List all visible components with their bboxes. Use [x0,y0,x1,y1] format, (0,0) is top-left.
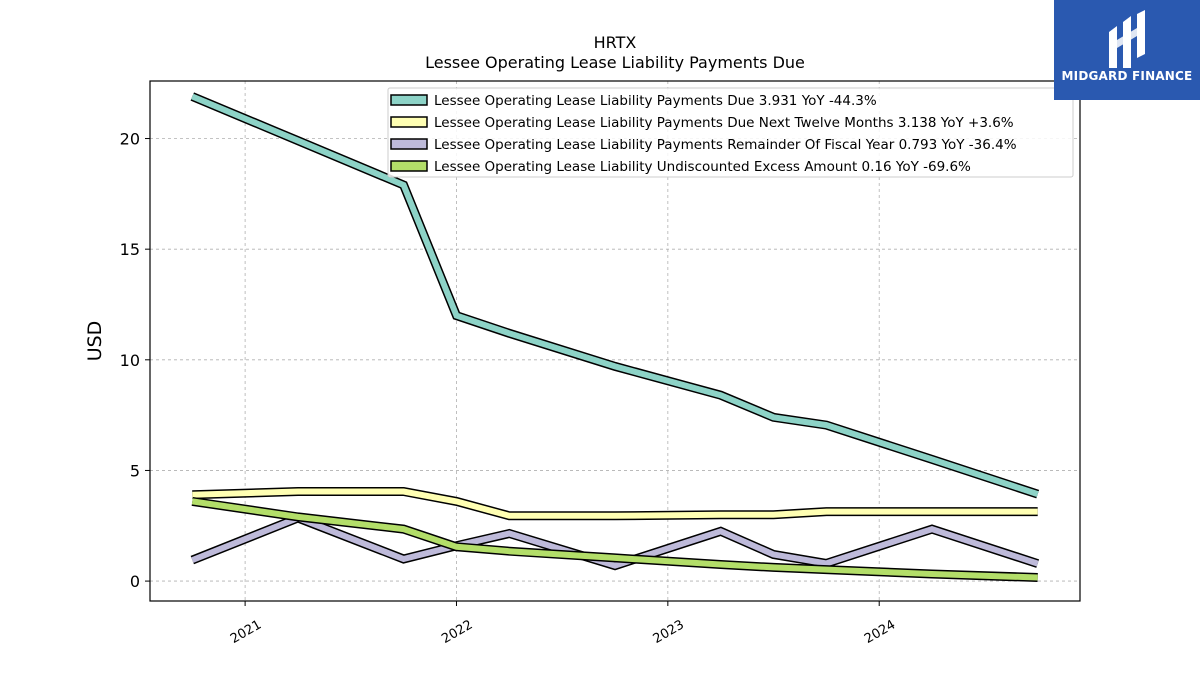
legend-swatch-4 [390,160,428,172]
legend-frame [387,87,1074,178]
x-tick-label: 2023 [651,617,687,647]
x-axis: 2021 2022 2023 2024 [228,601,898,647]
legend: Lessee Operating Lease Liability Payment… [387,87,1074,178]
chart-title: HRTX [594,33,637,52]
brand-name: MIDGARD FINANCE [1061,69,1193,83]
y-tick-label: 15 [120,240,140,259]
legend-label-3: Lessee Operating Lease Liability Payment… [434,137,1017,153]
y-tick-label: 0 [130,572,140,591]
x-tick-label: 2024 [862,617,898,647]
legend-label-2: Lessee Operating Lease Liability Payment… [434,115,1014,131]
legend-swatch-1 [390,94,428,106]
y-axis: 0 5 10 15 20 [120,130,150,591]
y-tick-label: 10 [120,351,140,370]
brand-logo: MIDGARD FINANCE [1054,0,1200,100]
legend-swatch-2 [390,116,428,128]
midgard-logo-icon [1109,10,1145,68]
series-2-line [192,488,1038,519]
plot-frame [149,80,1081,602]
y-tick-label: 20 [120,130,140,149]
legend-swatch-3 [390,138,428,150]
legend-label-1: Lessee Operating Lease Liability Payment… [434,93,877,109]
x-tick-label: 2021 [228,617,264,647]
series-3-line [191,514,1039,569]
series-1-line [191,93,1039,497]
y-tick-label: 5 [130,461,140,480]
legend-label-4: Lessee Operating Lease Liability Undisco… [434,159,971,175]
y-axis-label: USD [84,321,106,362]
series-layer [190,92,1040,582]
x-tick-label: 2022 [439,617,475,647]
series-4-line [191,498,1038,581]
chart-subtitle: Lessee Operating Lease Liability Payment… [425,53,805,72]
